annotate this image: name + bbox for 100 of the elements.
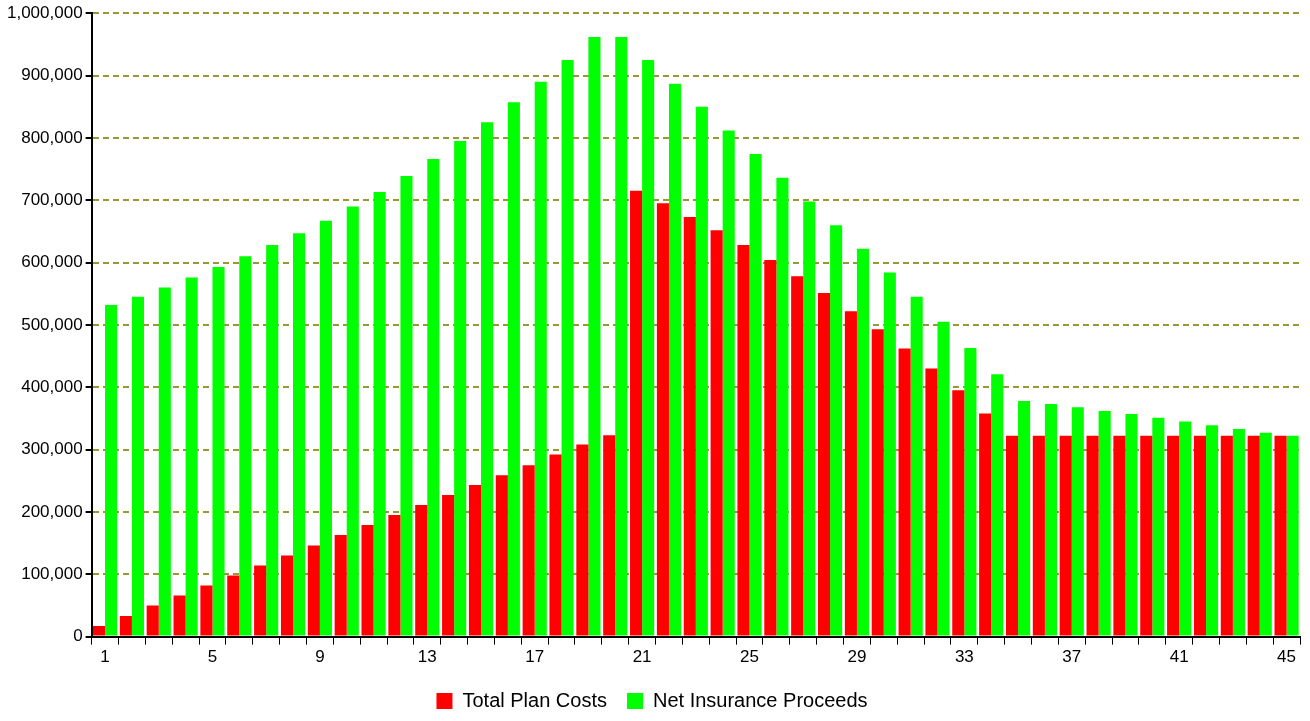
bar: [1193, 435, 1207, 636]
bar: [937, 321, 950, 636]
bar: [522, 465, 535, 636]
bar: [1086, 435, 1099, 636]
x-tick-label: 17: [525, 647, 545, 667]
bar: [388, 515, 401, 636]
x-tick-label: 29: [847, 647, 867, 667]
bar: [1167, 435, 1180, 636]
bar: [400, 175, 413, 636]
bar: [588, 36, 601, 636]
bar: [1018, 400, 1031, 636]
x-tick-label: 21: [632, 647, 652, 667]
bar: [1140, 435, 1153, 636]
bar: [454, 141, 467, 636]
bar: [630, 190, 643, 636]
bar: [1125, 414, 1138, 636]
bar: [1247, 435, 1260, 636]
bar: [844, 311, 857, 636]
x-tick-label: 25: [740, 647, 759, 667]
y-tick-label: 600,000: [21, 252, 83, 272]
y-tick-label: 100,000: [21, 563, 83, 583]
bar: [1044, 404, 1057, 636]
bar: [1232, 429, 1245, 636]
bar: [427, 159, 440, 636]
bar: [1059, 435, 1072, 636]
bar: [964, 347, 977, 636]
bar: [722, 130, 735, 636]
bar: [346, 206, 359, 636]
bar: [561, 59, 574, 636]
bar: [830, 225, 843, 636]
bar: [442, 495, 455, 636]
bar: [898, 348, 911, 636]
bar: [105, 304, 118, 636]
y-tick-label: 700,000: [21, 189, 83, 209]
bar: [737, 245, 750, 636]
bar: [212, 266, 225, 636]
bar: [549, 454, 562, 636]
x-tick-label: 41: [1169, 647, 1189, 667]
y-tick-label: 900,000: [21, 65, 83, 85]
bar: [158, 287, 171, 636]
bar: [764, 260, 777, 636]
bar: [1071, 407, 1084, 636]
x-tick-label: 9: [315, 647, 325, 667]
bar: [710, 230, 723, 636]
bar: [280, 555, 294, 636]
bar: [480, 122, 494, 636]
bar: [319, 220, 332, 636]
bar: [92, 626, 106, 636]
bar: [883, 272, 896, 636]
x-tick-label: 33: [954, 647, 974, 667]
x-tick-label: 45: [1277, 647, 1297, 667]
bar: [1032, 435, 1045, 636]
bar: [642, 59, 655, 636]
bar: [173, 595, 186, 636]
bar: [185, 277, 198, 636]
bar: [871, 329, 884, 636]
bar: [1206, 425, 1219, 636]
bar: [1220, 435, 1233, 636]
y-tick-label: 200,000: [21, 501, 83, 521]
y-tick-label: 500,000: [21, 314, 83, 334]
bar: [803, 201, 816, 636]
bar: [910, 296, 923, 636]
y-tick-label: 0: [73, 626, 83, 646]
bar: [254, 565, 267, 636]
bar: [776, 177, 789, 636]
bar: [495, 475, 508, 636]
bar: [266, 245, 279, 636]
legend-label: Net Insurance Proceeds: [652, 688, 868, 711]
bar: [925, 368, 938, 636]
bar: [979, 413, 992, 636]
bar: [856, 248, 870, 636]
bar: [307, 545, 320, 636]
bar: [791, 276, 804, 636]
bar: [1005, 435, 1019, 636]
bar: [507, 102, 520, 636]
bar: [1113, 435, 1126, 636]
bar: [656, 203, 669, 636]
y-tick-label: 400,000: [21, 376, 83, 396]
bar: [468, 485, 481, 636]
bar: [334, 534, 347, 636]
bar: [293, 233, 306, 636]
bar: [227, 575, 240, 636]
x-tick-label: 37: [1062, 647, 1082, 667]
bar: [1274, 435, 1287, 636]
bar: [534, 81, 547, 636]
bar: [683, 217, 696, 636]
y-tick-label: 1,000,000: [6, 2, 83, 22]
bar: [615, 36, 628, 636]
x-tick-label: 5: [207, 647, 218, 667]
bar: [668, 83, 682, 636]
bar: [415, 505, 428, 636]
x-tick-label: 13: [417, 647, 437, 667]
y-tick-label: 300,000: [21, 439, 83, 459]
bar: [1098, 410, 1111, 636]
bar: [146, 605, 159, 636]
bar: [695, 106, 708, 636]
bar: [576, 444, 589, 636]
y-tick-label: 800,000: [21, 127, 83, 147]
bar: [952, 390, 965, 636]
bar: [817, 293, 831, 636]
